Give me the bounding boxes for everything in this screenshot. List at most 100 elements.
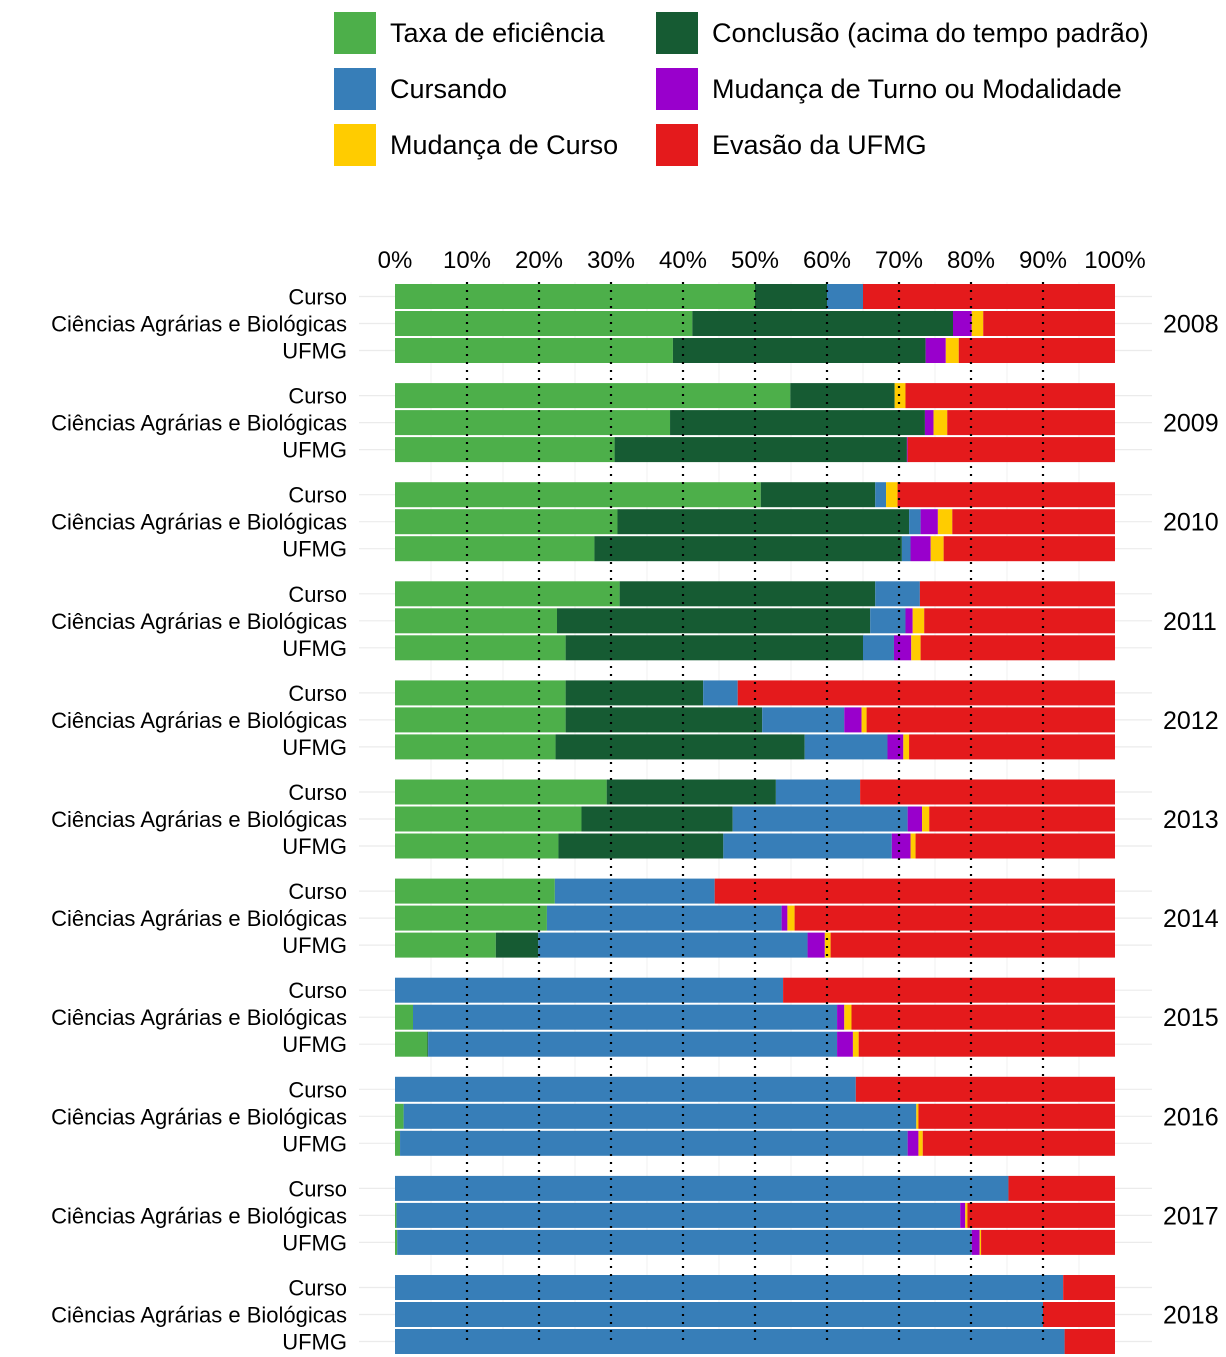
bar-segment — [875, 581, 920, 607]
bar-segment — [395, 878, 555, 904]
bar-segment — [925, 338, 946, 363]
row-label: Curso — [288, 1176, 347, 1201]
bar-segment — [960, 1202, 966, 1228]
bar-segment — [965, 1202, 968, 1228]
row-label: Ciências Agrárias e Biológicas — [51, 510, 347, 535]
bar-segment — [875, 482, 887, 508]
bar-segment — [916, 1103, 919, 1129]
bar-segment — [565, 707, 763, 733]
chart-legend: Taxa de eficiência Cursando Mudança de Cur… — [334, 12, 1214, 172]
bar-segment — [905, 608, 913, 634]
bar-segment — [924, 608, 1115, 634]
bar-segment — [905, 383, 1115, 409]
bar-segment — [395, 1130, 401, 1156]
bar-segment — [837, 1031, 853, 1057]
bar-segment — [918, 1130, 923, 1156]
bar-segment — [495, 932, 539, 958]
bar-segment — [395, 1004, 413, 1030]
row-label: Ciências Agrárias e Biológicas — [51, 807, 347, 832]
bar-segment — [1008, 1175, 1115, 1201]
bar-segment — [395, 437, 615, 463]
bar-segment — [395, 1202, 397, 1228]
bar-segment — [901, 536, 911, 562]
legend-swatch — [656, 68, 698, 110]
year-label: 2008 — [1163, 311, 1219, 339]
bar-segment — [395, 707, 566, 733]
row-label: Curso — [288, 978, 347, 1003]
bar-segment — [413, 1004, 838, 1030]
bar-segment — [395, 779, 607, 805]
bar-segment — [787, 905, 795, 931]
legend-label: Conclusão (acima do tempo padrão) — [712, 17, 1149, 48]
year-label: 2013 — [1163, 806, 1219, 834]
x-tick-label: 50% — [731, 247, 779, 274]
bar-segment — [775, 779, 861, 805]
bar-segment — [922, 1130, 1115, 1156]
bar-segment — [397, 1229, 972, 1255]
bar-segment — [967, 1202, 1115, 1228]
bar-segment — [945, 338, 959, 363]
bar-segment — [953, 311, 972, 336]
legend-item: Cursando — [334, 68, 507, 110]
legend-item: Conclusão (acima do tempo padrão) — [656, 12, 1149, 54]
legend-item: Mudança de Curso — [334, 124, 618, 166]
bar-segment — [824, 932, 831, 958]
bar-segment — [919, 581, 1115, 607]
row-label: Ciências Agrárias e Biológicas — [51, 1104, 347, 1129]
row-label: Curso — [288, 285, 347, 310]
x-tick-label: 30% — [587, 247, 635, 274]
bar-segment — [558, 833, 724, 859]
bar-segment — [915, 833, 1115, 859]
bar-segment — [891, 833, 911, 859]
bar-segment — [794, 905, 1115, 931]
bar-segment — [395, 383, 791, 409]
legend-label: Taxa de eficiência — [390, 17, 605, 48]
bar-segment — [920, 509, 938, 535]
year-label: 2014 — [1163, 905, 1219, 933]
bar-segment — [907, 1130, 919, 1156]
row-label: Curso — [288, 1077, 347, 1102]
row-label: Ciências Agrárias e Biológicas — [51, 411, 347, 436]
legend-label: Evasão da UFMG — [712, 129, 927, 160]
bar-segment — [887, 734, 904, 760]
row-label: UFMG — [282, 438, 347, 463]
bar-segment — [395, 1031, 428, 1057]
bar-segment — [783, 977, 1115, 1003]
bar-segment — [929, 806, 1115, 832]
bar-segment — [538, 932, 808, 958]
bar-segment — [395, 536, 595, 562]
bar-segment — [554, 878, 715, 904]
bar-segment — [395, 1175, 1009, 1201]
year-label: 2012 — [1163, 707, 1219, 735]
bar-segment — [395, 680, 566, 706]
bar-segment — [614, 437, 907, 463]
bar-segment — [395, 1275, 1064, 1300]
bar-segment — [395, 608, 557, 634]
bar-segment — [395, 410, 671, 436]
row-label: UFMG — [282, 834, 347, 859]
year-label: 2016 — [1163, 1103, 1219, 1131]
bar-segment — [606, 779, 776, 805]
bar-segment — [395, 509, 618, 535]
bar-segment — [930, 536, 944, 562]
legend-swatch — [334, 12, 376, 54]
legend-item: Mudança de Turno ou Modalidade — [656, 68, 1122, 110]
bar-segment — [947, 410, 1115, 436]
bar-segment — [937, 509, 953, 535]
bar-segment — [837, 1004, 845, 1030]
bar-segment — [983, 311, 1115, 336]
row-label: Curso — [288, 384, 347, 409]
legend-swatch — [334, 68, 376, 110]
bar-segment — [844, 707, 862, 733]
bar-segment — [924, 410, 934, 436]
bar-segment — [403, 1103, 917, 1129]
bar-segment — [804, 734, 888, 760]
bar-segment — [790, 383, 895, 409]
bar-segment — [863, 284, 1115, 309]
bar-segment — [395, 734, 556, 760]
bar-segment — [910, 536, 931, 562]
row-label: Ciências Agrárias e Biológicas — [51, 906, 347, 931]
bar-segment — [918, 1103, 1115, 1129]
bar-segment — [395, 905, 547, 931]
